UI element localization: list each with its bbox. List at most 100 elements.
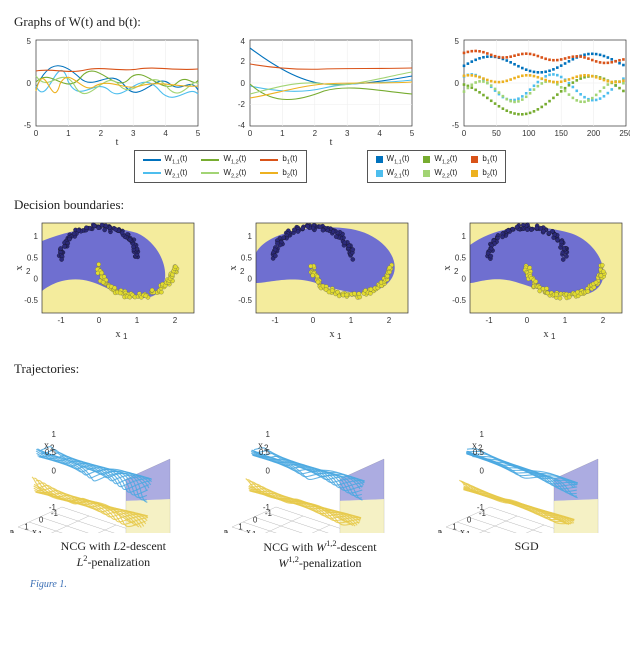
svg-text:2: 2	[478, 444, 483, 453]
svg-text:1: 1	[123, 332, 128, 339]
svg-text:-2: -2	[238, 100, 246, 109]
svg-text:x: x	[246, 527, 251, 533]
svg-text:3: 3	[345, 129, 350, 138]
wb-row: 0 1 2 3 4 5 t 5 0 -5	[10, 36, 630, 146]
svg-text:1: 1	[563, 316, 568, 325]
wb-plot-3: 0 50 100 150 200 250 5 0 -5	[438, 36, 630, 146]
svg-text:2: 2	[173, 316, 178, 325]
svg-text:0: 0	[266, 467, 271, 476]
decision-plot-1: -1012-0.500.51x1x2	[10, 219, 202, 339]
svg-text:1: 1	[238, 523, 243, 532]
svg-text:1: 1	[280, 129, 285, 138]
svg-text:-1: -1	[49, 503, 57, 512]
svg-text:x: x	[442, 266, 453, 271]
wb-plot-1: 0 1 2 3 4 5 t 5 0 -5	[10, 36, 202, 146]
svg-text:2: 2	[99, 129, 104, 138]
svg-text:1: 1	[349, 316, 354, 325]
svg-text:-1: -1	[263, 503, 271, 512]
figure-caption: Figure 1.	[30, 579, 630, 590]
svg-text:t: t	[116, 137, 119, 146]
svg-text:200: 200	[587, 129, 601, 138]
svg-text:2: 2	[601, 316, 606, 325]
column-caption: NCG with W1,2-descentW1,2-penalization	[230, 539, 410, 571]
svg-text:0: 0	[39, 516, 44, 525]
svg-text:0: 0	[480, 467, 485, 476]
traj-plot-1: 024-1012-100.51tx1x2	[10, 383, 202, 533]
wb-line-legend: W1,1(t)W2,1(t)W1,2(t)W2,2(t)b1(t)b2(t)	[134, 150, 307, 183]
svg-text:1: 1	[34, 232, 39, 241]
svg-text:x: x	[32, 527, 37, 533]
svg-text:-0.5: -0.5	[24, 296, 38, 305]
svg-text:1: 1	[452, 523, 457, 532]
svg-text:2: 2	[264, 444, 269, 453]
svg-text:2: 2	[313, 129, 318, 138]
decision-plot-2: -1012-0.500.51x1x2	[224, 219, 416, 339]
caption-row: NCG with L2-descentL2-penalization NCG wi…	[10, 539, 630, 571]
svg-text:5: 5	[410, 129, 415, 138]
svg-text:0: 0	[462, 275, 467, 284]
svg-text:x: x	[44, 441, 49, 452]
svg-text:0: 0	[248, 129, 253, 138]
svg-text:250: 250	[619, 129, 630, 138]
svg-text:2: 2	[224, 529, 229, 533]
svg-text:x: x	[116, 329, 121, 339]
svg-text:50: 50	[492, 129, 501, 138]
svg-text:1: 1	[337, 332, 342, 339]
svg-text:0.5: 0.5	[455, 253, 467, 262]
svg-text:0: 0	[467, 516, 472, 525]
svg-text:-5: -5	[452, 121, 460, 130]
svg-text:0: 0	[253, 516, 258, 525]
svg-text:0: 0	[525, 316, 530, 325]
traj-row: 024-1012-100.51tx1x2024-1012-100.51tx1x2…	[10, 383, 630, 533]
svg-text:1: 1	[466, 530, 471, 533]
svg-text:x: x	[330, 329, 335, 339]
svg-text:2: 2	[387, 316, 392, 325]
section3-title: Trajectories:	[14, 361, 630, 377]
svg-text:5: 5	[27, 37, 32, 46]
svg-text:-1: -1	[485, 316, 493, 325]
svg-text:0: 0	[311, 316, 316, 325]
svg-text:-0.5: -0.5	[238, 296, 252, 305]
svg-text:1: 1	[266, 430, 271, 439]
svg-text:1: 1	[248, 232, 253, 241]
svg-text:0.5: 0.5	[241, 253, 253, 262]
svg-text:-1: -1	[271, 316, 279, 325]
svg-text:1: 1	[135, 316, 140, 325]
svg-text:1: 1	[480, 430, 485, 439]
svg-text:-1: -1	[57, 316, 65, 325]
svg-text:0: 0	[27, 79, 32, 88]
svg-text:1: 1	[252, 530, 257, 533]
section2-title: Decision boundaries:	[14, 197, 630, 213]
svg-text:2: 2	[240, 267, 245, 276]
svg-text:1: 1	[66, 129, 71, 138]
svg-text:x: x	[14, 266, 25, 271]
svg-text:4: 4	[377, 129, 382, 138]
svg-text:1: 1	[24, 523, 29, 532]
wb-scatter-legend: W1,1(t)W2,1(t)W1,2(t)W2,2(t)b1(t)b2(t)	[367, 150, 507, 183]
svg-text:0: 0	[462, 129, 467, 138]
svg-text:2: 2	[26, 267, 31, 276]
svg-text:-1: -1	[477, 503, 485, 512]
svg-text:2: 2	[241, 57, 246, 66]
column-caption: NCG with L2-descentL2-penalization	[23, 539, 203, 571]
column-caption: SGD	[437, 539, 617, 571]
svg-text:0: 0	[241, 79, 246, 88]
svg-text:5: 5	[196, 129, 201, 138]
svg-text:-5: -5	[24, 121, 32, 130]
svg-text:x: x	[460, 527, 465, 533]
svg-text:1: 1	[38, 530, 43, 533]
svg-text:2: 2	[10, 529, 15, 533]
svg-text:2: 2	[454, 267, 459, 276]
svg-text:1: 1	[551, 332, 556, 339]
decision-plot-3: -1012-0.500.51x1x2	[438, 219, 630, 339]
svg-text:2: 2	[438, 529, 443, 533]
svg-text:1: 1	[52, 430, 57, 439]
svg-text:150: 150	[555, 129, 569, 138]
traj-plot-3: 0100200-1012-100.51tx1x2	[438, 383, 630, 533]
decision-row: -1012-0.500.51x1x2-1012-0.500.51x1x2-101…	[10, 219, 630, 339]
svg-text:x: x	[228, 266, 239, 271]
svg-text:0: 0	[455, 79, 460, 88]
svg-text:0.5: 0.5	[27, 253, 39, 262]
svg-text:x: x	[544, 329, 549, 339]
svg-text:5: 5	[455, 37, 460, 46]
